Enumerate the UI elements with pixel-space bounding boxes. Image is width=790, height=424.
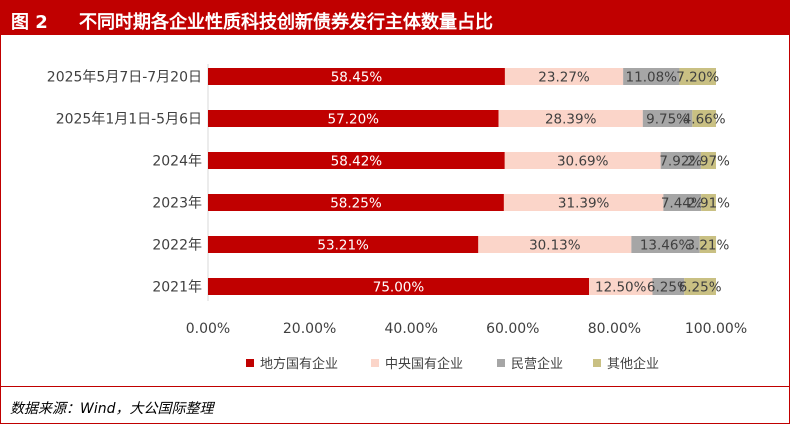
data-label: 53.21%	[317, 238, 369, 254]
figure-number: 图 2	[11, 12, 48, 33]
category-label: 2022年	[152, 238, 202, 254]
bar-segment	[699, 236, 717, 253]
x-tick-label: 0.00%	[186, 321, 230, 337]
bar-segment	[623, 68, 680, 85]
stacked-bar-chart: 2025年5月7日-7月20日 58.45% 23.27% 11.08% 7.20% 20…	[47, 64, 747, 372]
bar-segment	[660, 152, 701, 169]
data-label: 2.91%	[687, 196, 730, 212]
bar-segment	[700, 152, 716, 169]
bar-segment	[208, 236, 479, 253]
bar-segment	[504, 152, 661, 169]
data-label: 6.25%	[647, 280, 690, 296]
data-label: 75.00%	[373, 280, 425, 296]
legend-label: 其他企业	[607, 356, 659, 372]
data-label: 7.92%	[659, 154, 702, 170]
bar-segment	[692, 110, 716, 127]
data-label: 58.45%	[331, 70, 383, 86]
legend-swatch	[497, 359, 505, 367]
category-label: 2025年1月1日-5月6日	[56, 112, 202, 128]
bar-segment	[684, 278, 716, 295]
category-label: 2025年5月7日-7月20日	[47, 70, 202, 86]
data-label: 6.25%	[679, 280, 722, 296]
data-label: 30.13%	[529, 238, 581, 254]
bar-segment	[504, 68, 624, 85]
x-tick-label: 80.00%	[588, 321, 641, 337]
legend-swatch	[593, 359, 601, 367]
data-label: 4.66%	[683, 112, 726, 128]
data-label: 12.50%	[595, 280, 647, 296]
legend-label: 中央国有企业	[385, 356, 463, 372]
data-label: 7.44%	[661, 196, 704, 212]
bar-segment	[663, 194, 702, 211]
bar-segment	[208, 68, 505, 85]
x-tick-label: 60.00%	[486, 321, 539, 337]
x-tick-label: 100.00%	[685, 321, 747, 337]
bar-segment	[478, 236, 632, 253]
bar-segment	[208, 194, 504, 211]
data-label: 58.42%	[331, 154, 383, 170]
bar-segment	[503, 194, 664, 211]
legend-swatch	[371, 359, 379, 367]
data-label: 58.25%	[330, 196, 382, 212]
legend-swatch	[246, 359, 254, 367]
bar-segment	[679, 68, 716, 85]
x-tick-label: 20.00%	[283, 321, 336, 337]
source-divider	[1, 386, 789, 387]
category-label: 2024年	[152, 154, 202, 170]
bar-segment	[208, 278, 589, 295]
data-label: 13.46%	[640, 238, 692, 254]
bar-segment	[498, 110, 643, 127]
legend-label: 民营企业	[511, 356, 563, 372]
source-note: 数据来源：Wind，大公国际整理	[10, 401, 214, 417]
category-label: 2023年	[152, 196, 202, 212]
bar-segment	[208, 110, 499, 127]
bar-segment	[642, 110, 693, 127]
bar-segment	[589, 278, 653, 295]
legend-label: 地方国有企业	[260, 356, 338, 372]
category-label: 2021年	[152, 280, 202, 296]
x-tick-label: 40.00%	[385, 321, 438, 337]
bar-segment	[631, 236, 700, 253]
title-bar: 图 2 不同时期各企业性质科技创新债券发行主体数量占比	[1, 1, 789, 35]
data-label: 31.39%	[558, 196, 610, 212]
data-label: 23.27%	[538, 70, 590, 86]
data-label: 2.97%	[687, 154, 730, 170]
figure-title: 不同时期各企业性质科技创新债券发行主体数量占比	[79, 12, 493, 33]
data-label: 30.69%	[557, 154, 609, 170]
bar-segment	[652, 278, 685, 295]
data-label: 57.20%	[328, 112, 380, 128]
data-label: 7.20%	[676, 70, 719, 86]
bar-segment	[208, 152, 505, 169]
data-label: 9.75%	[646, 112, 689, 128]
data-label: 28.39%	[545, 112, 597, 128]
bar-segment	[701, 194, 716, 211]
data-label: 3.21%	[686, 238, 729, 254]
data-label: 11.08%	[626, 70, 678, 86]
